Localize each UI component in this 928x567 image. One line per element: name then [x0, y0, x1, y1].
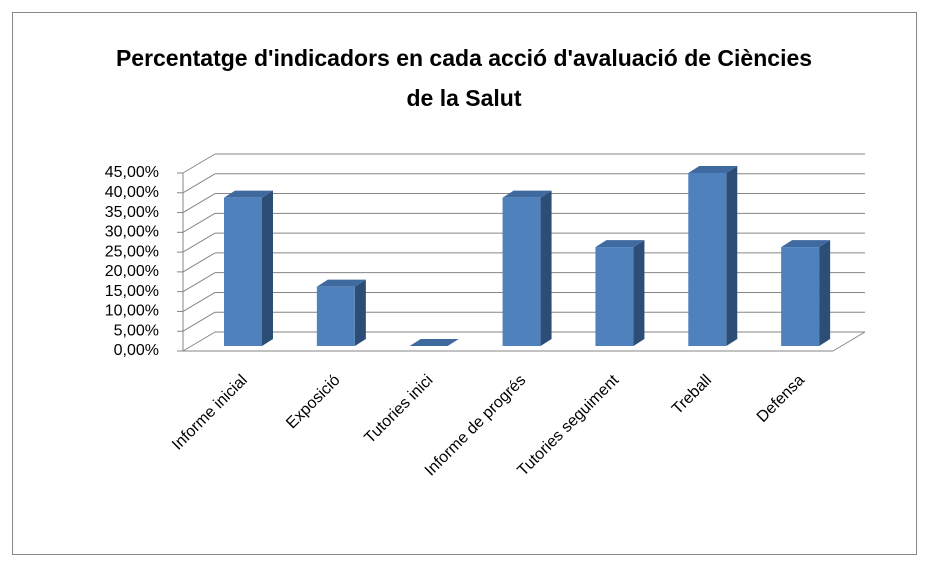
bar	[316, 286, 355, 346]
y-tick-label: 40,00%	[105, 184, 159, 201]
floor-right	[832, 331, 866, 352]
y-tick-label: 30,00%	[105, 224, 159, 241]
chart-title: Percentatge d'indicadors en cada acció d…	[115, 45, 813, 111]
bar-top	[502, 190, 552, 198]
side-grid-line	[182, 331, 216, 352]
y-tick-label: 25,00%	[105, 243, 159, 260]
bar-top	[409, 339, 459, 346]
bar-top	[688, 165, 738, 173]
bar	[224, 197, 262, 346]
side-grid-line	[182, 272, 216, 293]
bar	[502, 197, 541, 346]
y-tick-label: 45,00%	[105, 164, 159, 181]
y-tick-label: 10,00%	[105, 303, 159, 320]
bar-top	[595, 240, 645, 248]
bar-top	[781, 240, 831, 248]
y-tick-label: 35,00%	[105, 204, 159, 221]
bar-side	[633, 240, 645, 346]
y-tick-label: 20,00%	[105, 263, 159, 280]
bar-side	[819, 240, 831, 346]
side-grid-line	[182, 292, 216, 312]
side-grid-line	[182, 232, 216, 253]
y-tick-label: 0,00%	[114, 342, 159, 359]
bar	[688, 172, 727, 346]
y-tick-label: 15,00%	[105, 283, 159, 300]
bar-top	[316, 279, 366, 287]
bar-side	[726, 165, 738, 346]
chart-border	[12, 12, 917, 555]
bar-side	[354, 279, 366, 346]
bar	[595, 247, 634, 346]
side-grid-line	[182, 252, 216, 273]
side-grid-line	[182, 212, 216, 233]
bar-top	[224, 190, 273, 198]
side-grid-line	[182, 153, 216, 174]
side-grid-line	[182, 193, 216, 213]
bar	[781, 247, 820, 346]
bar-side	[262, 190, 273, 346]
side-grid-line	[182, 173, 216, 194]
y-tick-label: 5,00%	[114, 322, 159, 339]
bar-side	[540, 190, 552, 346]
side-grid-line	[182, 311, 216, 332]
